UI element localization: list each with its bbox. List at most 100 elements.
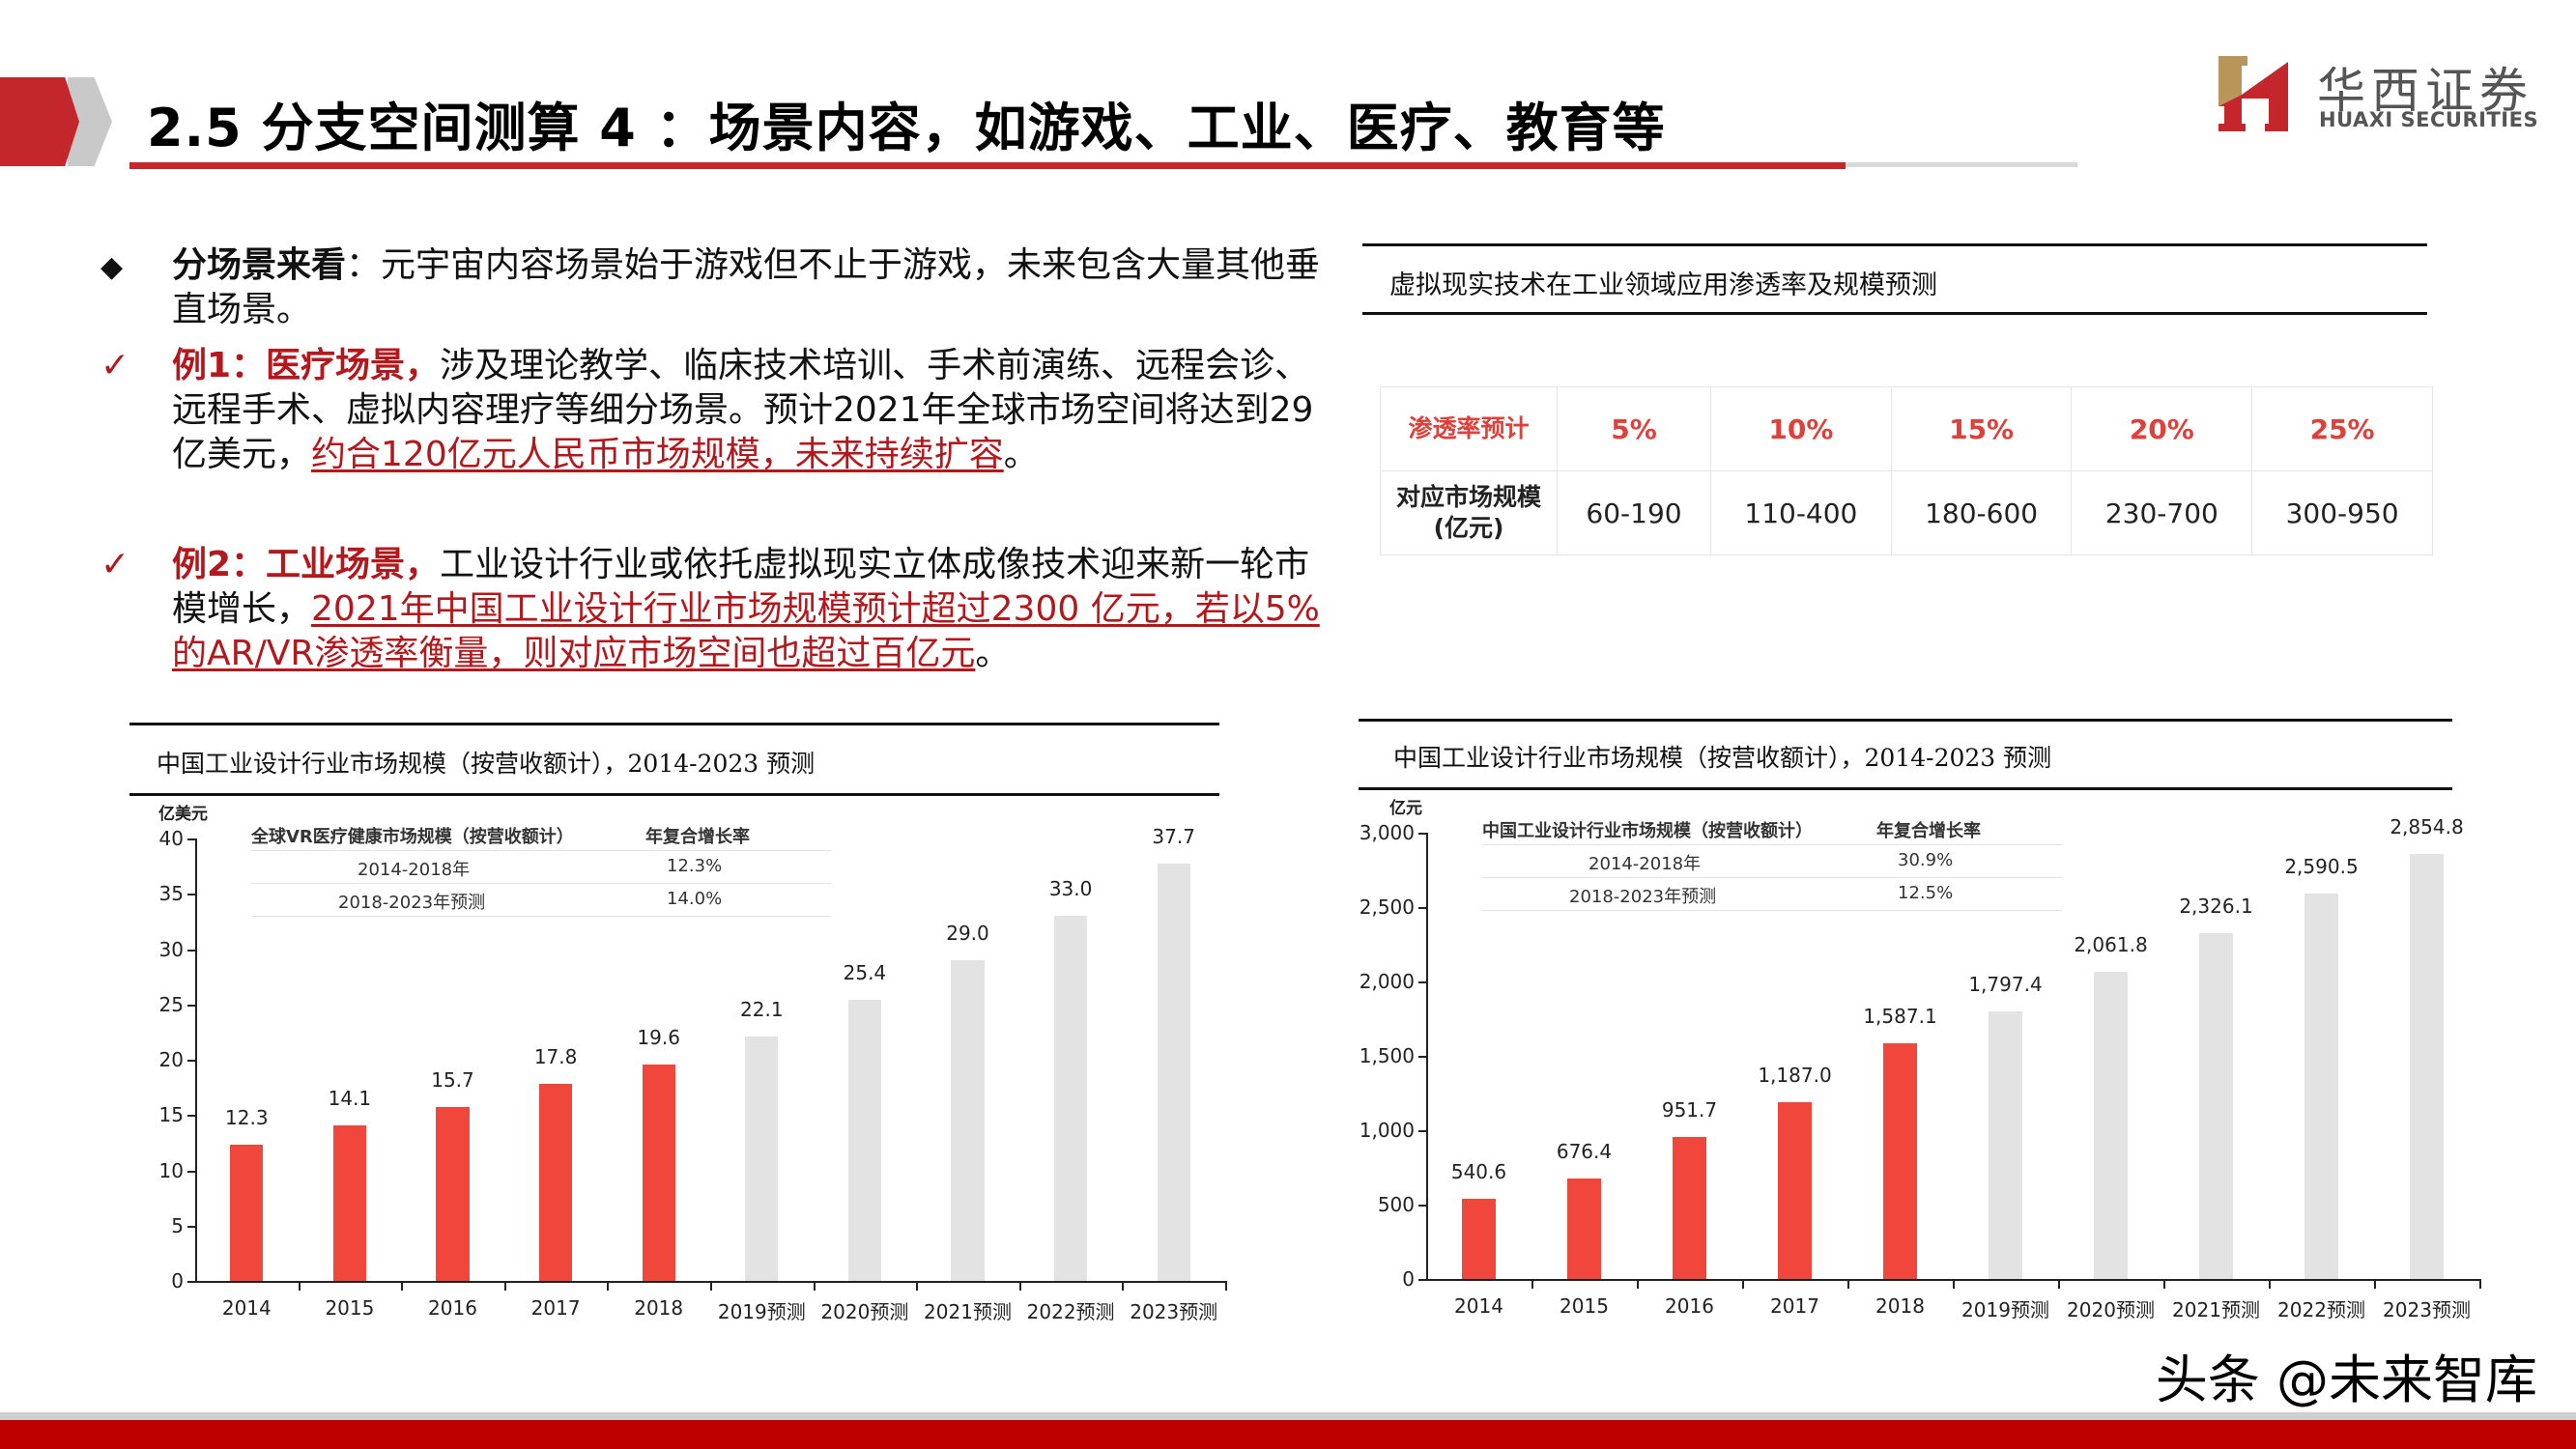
rate-cell: 10%: [1710, 386, 1892, 471]
cagr-row: 2014-2018年 12.3%: [251, 850, 831, 884]
rate-cell: 15%: [1890, 386, 2073, 471]
bar-value-label: 676.4: [1556, 1139, 1613, 1163]
cagr-row: 2018-2023年预测 14.0%: [251, 883, 831, 917]
y-tick-mark: [187, 894, 195, 896]
bullet-highlight: 约合120亿元人民币市场规模，未来持续扩容: [311, 435, 1004, 474]
bar-actual: [436, 1107, 470, 1281]
bullet-lead: 例1：医疗场景，: [172, 346, 441, 385]
bar-forecast: [1054, 916, 1088, 1281]
bar-value-label: 17.8: [533, 1045, 578, 1069]
penetration-table: 渗透率预计 5% 10% 15% 20% 25% 对应市场规模(亿元) 60-1…: [1380, 386, 2433, 555]
bar-forecast: [2094, 972, 2128, 1279]
size-cell: 230-700: [2071, 470, 2253, 555]
vr-medical-bar-chart: 亿美元 40 35 30 25 20 15 10 5 0 12.3 2014 14.1 2015 15.7 2…: [126, 794, 1237, 1335]
bar-value-label: 19.6: [637, 1025, 680, 1049]
y-tick-mark: [187, 1115, 195, 1118]
y-axis: [1426, 833, 1428, 1279]
title-underline: [129, 162, 1846, 169]
bullet-highlight: 2021年中国工业设计行业市场规模预计超过2300 亿元，若以5%的AR/VR渗…: [172, 589, 1320, 673]
y-tick-mark: [187, 1004, 195, 1007]
bar-forecast: [2304, 894, 2338, 1279]
bar-value-label: 33.0: [1048, 877, 1093, 901]
y-tick-label: 25: [158, 992, 184, 1016]
bar-actual: [539, 1084, 573, 1281]
cagr-header-row: 中国工业设计行业市场规模（按营收额计） 年复合增长率: [1482, 811, 2062, 845]
y-tick-mark: [187, 1060, 195, 1062]
size-cell: 110-400: [1710, 470, 1892, 555]
x-tick-label: 2015: [325, 1296, 375, 1320]
x-tick-label: 2014: [1454, 1294, 1503, 1318]
rate-cell: 5%: [1556, 386, 1712, 471]
logo-text-cn: 华西证券: [2317, 63, 2533, 119]
x-tick-mark: [1637, 1279, 1639, 1289]
x-tick-label: 2022预测: [2277, 1298, 2365, 1321]
bullet-example-industry: ✓ 例2：工业场景，工业设计行业或依托虚拟现实立体成像技术迎来新一轮市模增长，2…: [100, 543, 1328, 676]
bullet-text: 涉及理论教学、临床技术培训、手术前演练、远程会诊、远程手术、虚拟内容理疗等细分场…: [172, 346, 1314, 474]
chart-caption-box-right: 中国工业设计行业市场规模（按营收额计），2014-2023 预测: [1359, 719, 2452, 790]
y-tick-mark: [1418, 981, 1426, 983]
x-tick-mark: [1122, 1281, 1125, 1291]
y-tick-label: 0: [171, 1269, 184, 1293]
y-tick-label: 10: [158, 1158, 184, 1182]
x-tick-label: 2015: [1560, 1294, 1609, 1318]
cagr-period: 2014-2018年: [358, 860, 471, 880]
y-tick-label: 35: [158, 882, 184, 906]
y-tick-mark: [187, 1281, 195, 1283]
y-tick-mark: [1418, 833, 1426, 835]
checkmark-icon: ✓: [100, 545, 130, 584]
logo-text-en: HUAXI SECURITIES: [2319, 108, 2539, 131]
bar-value-label: 14.1: [328, 1086, 372, 1110]
cagr-period: 2018-2023年预测: [338, 893, 486, 913]
bullet-tail: 。: [975, 634, 1011, 673]
industrial-design-bar-chart: 亿元 3,000 2,500 2,000 1,500 1,000 500 0 540.6 2014…: [1353, 788, 2481, 1335]
title-underline-grey: [1846, 162, 2077, 167]
x-tick-label: 2018: [1875, 1294, 1925, 1318]
cagr-header-rate: 年复合增长率: [1876, 821, 1981, 841]
bullet-tail: 。: [1003, 435, 1039, 474]
bar-forecast: [745, 1036, 779, 1281]
x-tick-mark: [607, 1281, 610, 1291]
cagr-period: 2018-2023年预测: [1569, 887, 1717, 907]
y-tick-label: 3,000: [1359, 821, 1415, 844]
rate-cell: 20%: [2071, 386, 2253, 471]
cagr-rate: 12.5%: [1898, 883, 1954, 903]
cagr-rate: 12.3%: [667, 856, 723, 876]
x-tick-mark: [916, 1281, 919, 1291]
table-caption-box: 虚拟现实技术在工业领域应用渗透率及规模预测: [1362, 243, 2427, 315]
bar-value-label: 22.1: [740, 997, 784, 1021]
bar-forecast: [2410, 854, 2444, 1279]
bar-forecast: [1989, 1011, 2022, 1279]
x-tick-mark: [401, 1281, 404, 1291]
bar-value-label: 951.7: [1661, 1098, 1718, 1122]
y-tick-mark: [187, 1170, 195, 1173]
cagr-rate: 30.9%: [1898, 850, 1954, 870]
x-tick-label: 2017: [530, 1296, 581, 1320]
table-row: 渗透率预计 5% 10% 15% 20% 25%: [1380, 386, 2433, 471]
cagr-inset-table: 中国工业设计行业市场规模（按营收额计） 年复合增长率 2014-2018年 30.9%…: [1482, 811, 2062, 918]
x-tick-label: 2022预测: [1026, 1300, 1115, 1323]
y-tick-mark: [1418, 907, 1426, 909]
bar-value-label: 15.7: [431, 1068, 474, 1093]
y-tick-label: 20: [158, 1048, 184, 1071]
x-tick-mark: [2269, 1279, 2271, 1289]
cagr-header-metric: 中国工业设计行业市场规模（按营收额计）: [1482, 821, 1813, 841]
y-tick-mark: [187, 838, 195, 840]
rate-cell: 25%: [2251, 386, 2433, 471]
bar-value-label: 29.0: [946, 921, 989, 945]
footer-stripe-red: [0, 1420, 2576, 1449]
huaxi-logo-icon: [2218, 56, 2288, 131]
x-tick-label: 2019预测: [1961, 1298, 2049, 1321]
cagr-header-row: 全球VR医疗健康市场规模（按营收额计） 年复合增长率: [251, 817, 831, 851]
bar-value-label: 12.3: [225, 1106, 269, 1130]
cagr-header-metric: 全球VR医疗健康市场规模（按营收额计）: [251, 827, 574, 847]
y-tick-label: 0: [1402, 1267, 1415, 1291]
bar-value-label: 1,187.0: [1758, 1064, 1832, 1088]
x-tick-mark: [503, 1281, 506, 1291]
bar-forecast: [847, 1000, 881, 1281]
size-cell: 300-950: [2251, 470, 2433, 555]
x-tick-mark: [1953, 1279, 1955, 1289]
bar-forecast: [951, 959, 985, 1281]
table-caption: 虚拟现实技术在工业领域应用渗透率及规模预测: [1389, 270, 1937, 300]
bullet-text: 工业设计行业或依托虚拟现实立体成像技术迎来新一轮市模增长，: [172, 545, 1310, 629]
cagr-header-rate: 年复合增长率: [645, 827, 750, 847]
